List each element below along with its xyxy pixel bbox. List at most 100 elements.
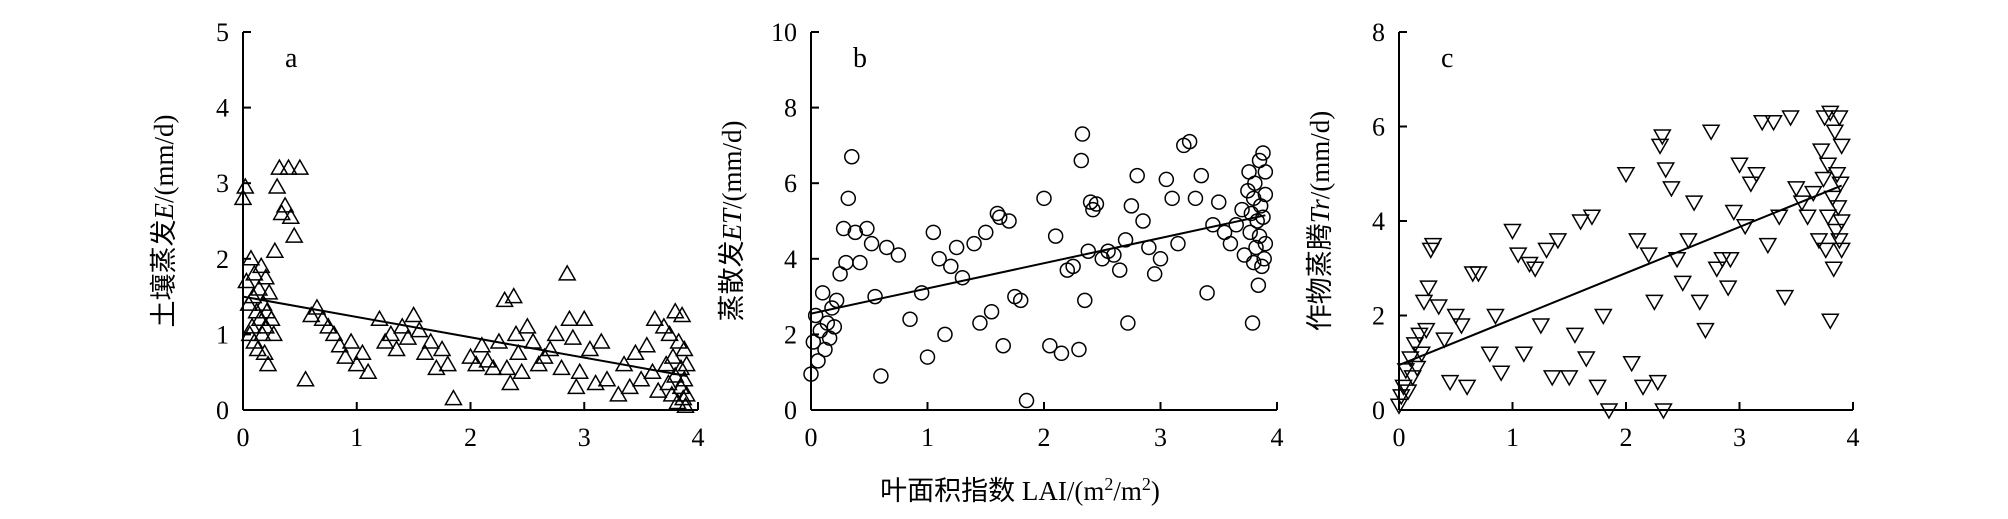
data-point (1775, 289, 1795, 307)
data-point (1419, 280, 1438, 297)
data-point (835, 220, 852, 237)
data-point (255, 343, 274, 361)
data-point (1721, 252, 1740, 269)
data-point (1407, 360, 1427, 377)
data-point (1403, 370, 1422, 387)
data-point (807, 307, 824, 324)
data-point (805, 334, 822, 350)
data-point (270, 158, 289, 175)
data-point (660, 324, 679, 342)
panel-c-ylabel-unit: /(mm/d) (1305, 111, 1335, 200)
data-point (1117, 232, 1134, 248)
data-point (1752, 115, 1772, 132)
panel-b-ylabel: 蒸散发ET/(mm/d) (717, 120, 747, 321)
data-point (989, 205, 1006, 222)
data-point (1588, 379, 1607, 396)
data-point (1255, 145, 1271, 161)
data-point (902, 311, 918, 328)
data-point (1565, 327, 1585, 344)
data-point (497, 358, 517, 376)
data-point (1764, 115, 1783, 132)
panel-b-y-tick-label: 10 (771, 18, 797, 47)
panel-a-x-tick-label: 2 (464, 423, 477, 452)
data-point (233, 188, 253, 206)
data-point (814, 285, 831, 301)
data-point (478, 351, 497, 368)
data-point (1047, 228, 1064, 244)
data-point (838, 254, 854, 271)
panel-c-y-tick-label: 0 (1372, 396, 1385, 425)
data-point (1071, 341, 1087, 358)
data-point (495, 290, 514, 308)
data-point (1065, 258, 1081, 275)
data-point (1741, 176, 1761, 193)
x-axis-label-cn: 叶面积指数 (880, 476, 1022, 506)
data-point (259, 283, 279, 300)
data-point (1250, 277, 1267, 294)
data-point (570, 362, 589, 379)
data-point (810, 353, 826, 369)
data-point (1429, 299, 1449, 316)
data-point (1684, 195, 1704, 212)
panel-c-ylabel-cn: 作物蒸腾 (1305, 223, 1335, 331)
panel-b-points (803, 126, 1274, 409)
panel-a-x-tick-label: 0 (237, 423, 250, 452)
panel-b-ylabel-cn: 蒸散发 (717, 241, 747, 322)
panel-c-x-tick-label: 0 (1393, 423, 1406, 452)
data-point (1650, 138, 1670, 155)
data-point (1831, 176, 1850, 193)
data-point (966, 235, 982, 252)
data-point (983, 303, 1000, 320)
data-point (1187, 190, 1204, 207)
x-axis-label: 叶面积指数 LAI/(m2/m2) (880, 474, 1160, 506)
data-point (387, 340, 406, 357)
data-point (1164, 190, 1180, 207)
data-point (1244, 315, 1261, 331)
panel-b-ticks: 0 1 2 3 4 0 2 4 6 8 10 (771, 18, 1284, 452)
data-point (1222, 235, 1239, 252)
panel-b-letter: b (853, 43, 867, 74)
data-point (1818, 209, 1838, 226)
data-point (1074, 126, 1091, 142)
panel-a-x-tick-label: 4 (692, 423, 705, 452)
data-point (262, 309, 281, 327)
panel-c-x-tick-label: 4 (1847, 423, 1860, 452)
data-point (563, 328, 583, 345)
data-point (248, 340, 268, 357)
data-point (592, 332, 611, 349)
data-point (840, 190, 857, 207)
data-point (1446, 308, 1466, 326)
data-point (1816, 242, 1836, 259)
data-point (847, 224, 864, 241)
data-point (937, 326, 953, 343)
data-point (1129, 167, 1145, 184)
data-point (919, 349, 936, 365)
data-point (665, 302, 685, 319)
data-point (257, 302, 277, 319)
data-point (943, 258, 959, 275)
data-point (415, 343, 435, 361)
data-point (1457, 379, 1477, 396)
data-point (1824, 261, 1843, 278)
data-point (1248, 239, 1264, 256)
panel-c-x-tick-label: 1 (1506, 423, 1519, 452)
data-point (1405, 337, 1425, 354)
data-point (1257, 164, 1274, 180)
data-point (1018, 392, 1035, 409)
data-point (370, 309, 389, 327)
data-point (863, 235, 880, 252)
data-point (1211, 194, 1227, 210)
data-point (1645, 294, 1664, 311)
data-point (1690, 294, 1710, 311)
data-point (925, 224, 942, 241)
panel-c-x-tick-label: 3 (1733, 423, 1746, 452)
data-point (677, 355, 696, 372)
data-point (1825, 124, 1845, 141)
data-point (586, 374, 605, 391)
data-point (1628, 233, 1647, 250)
data-point (676, 396, 695, 413)
panel-a-y-tick-label: 1 (216, 320, 229, 349)
data-point (1798, 209, 1817, 226)
data-point (1440, 374, 1460, 392)
data-point (1653, 129, 1672, 146)
